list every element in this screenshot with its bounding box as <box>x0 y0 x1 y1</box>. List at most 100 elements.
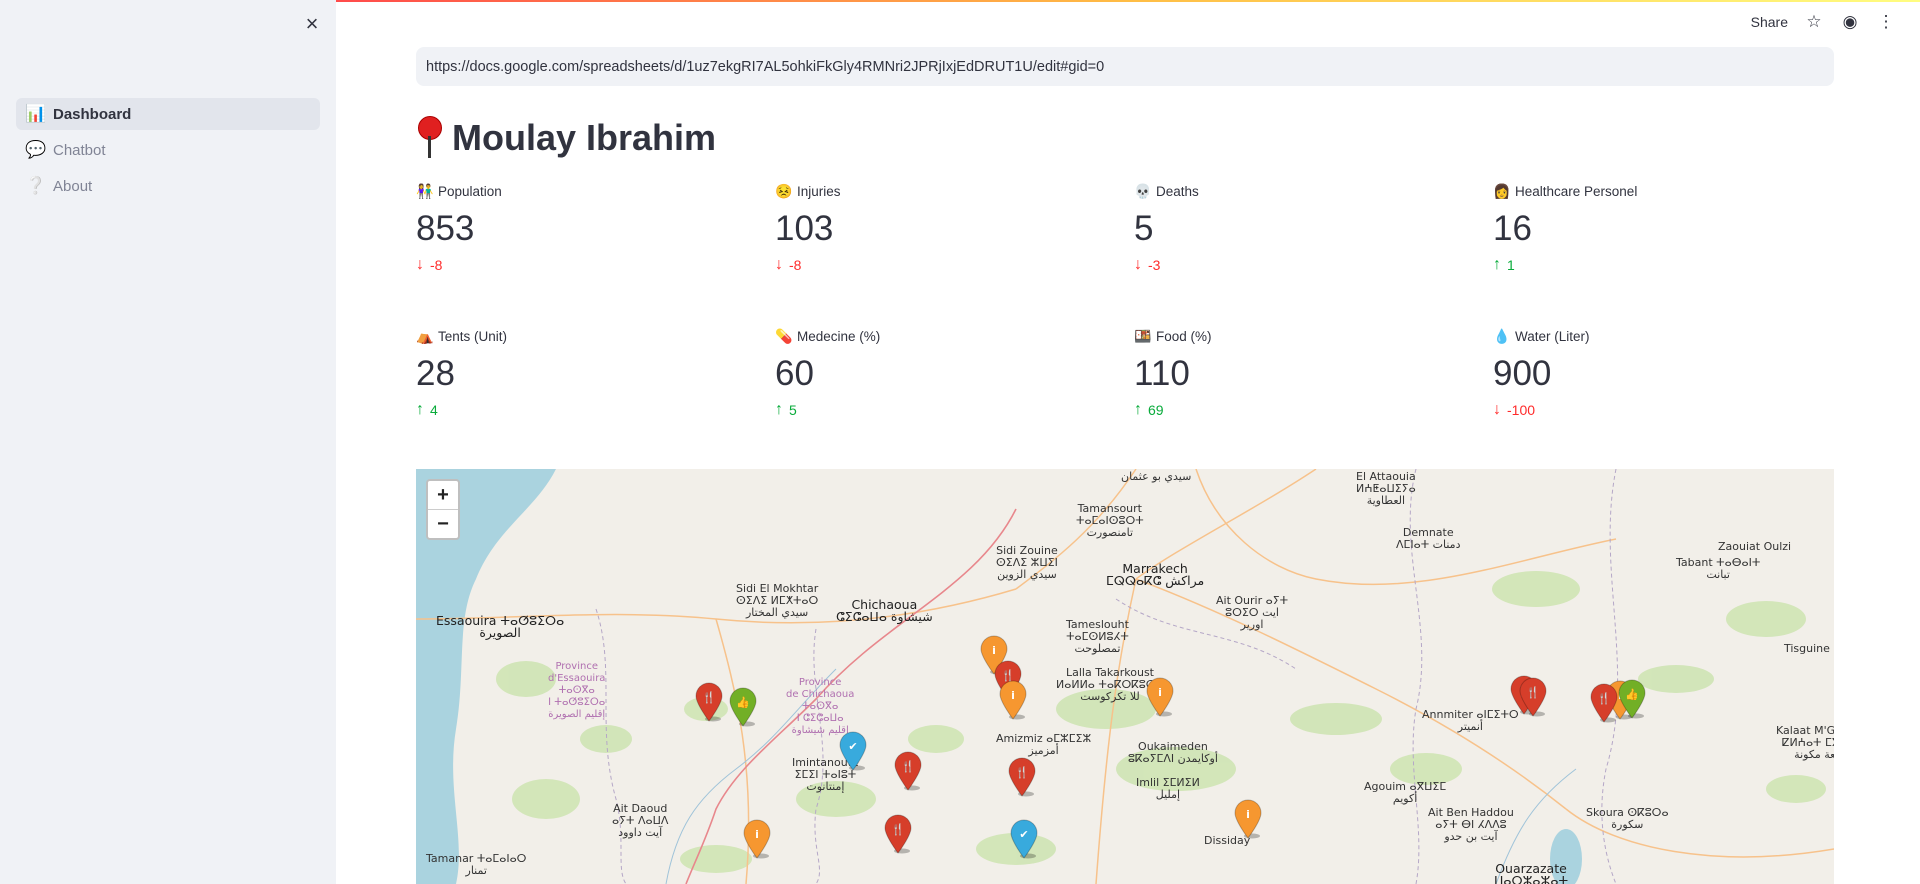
map-marker-orange[interactable]: i <box>742 819 772 859</box>
metric-label: 😣 Injuries <box>775 182 1115 200</box>
metric-emoji-icon: 👫 <box>416 182 434 199</box>
map-marker-red[interactable]: 🍴 <box>1518 677 1548 717</box>
metric-delta-text: 5 <box>789 402 797 418</box>
metric-value: 900 <box>1493 354 1552 393</box>
bar-chart-icon: 📊 <box>25 104 47 123</box>
zoom-in-button[interactable]: + <box>428 481 458 510</box>
map-place-label: Imintanoute ⵉⵎⵉⵏ ⵜⴰⵏⵓⵜ إمنتانوت <box>792 756 859 793</box>
metric-emoji-icon: 😣 <box>775 182 793 199</box>
zoom-out-button[interactable]: − <box>437 513 449 535</box>
map-place-label: Sidi Zouine ⵙⵉⴷⵉ ⵣⵡⵉⵏ سيدي الزوين <box>996 544 1058 581</box>
arrow-down-icon: ↓ <box>1493 401 1501 418</box>
metric-value: 16 <box>1493 209 1532 248</box>
metric-label-text: Medecine (%) <box>797 328 881 344</box>
metric-delta: ↓ -100 <box>1493 401 1833 419</box>
map-place-label: سيدي بو عثمان <box>1121 470 1192 483</box>
sidebar-item-label: Chatbot <box>53 141 106 159</box>
map-marker-red[interactable]: 🍴 <box>1589 683 1619 723</box>
metric-delta: ↑ 69 <box>1134 401 1474 419</box>
metric-delta-text: -100 <box>1507 402 1536 418</box>
metric-value: 110 <box>1134 354 1190 393</box>
map-place-label: Dissiday <box>1204 834 1251 847</box>
question-mark-icon: ❔ <box>25 176 47 195</box>
sidebar-nav: 📊 Dashboard 💬 Chatbot ❔ About <box>16 98 320 206</box>
metric-population: 👫 Population 853 ↓ -8 <box>416 182 756 274</box>
metric-label: 💧 Water (Liter) <box>1493 327 1833 345</box>
map-place-label: Tisguine <box>1784 642 1830 655</box>
info-icon: i <box>992 644 996 657</box>
metric-value: 853 <box>416 209 475 248</box>
map-marker-red[interactable]: 🍴 <box>694 682 724 722</box>
spreadsheet-url-text: https://docs.google.com/spreadsheets/d/1… <box>426 58 1105 75</box>
map-place-label: Imlil ⵉⵎⵍⵉⵍ إمليل <box>1136 776 1200 801</box>
main-menu-icon[interactable]: ⋮ <box>1877 12 1895 31</box>
metric-label-text: Injuries <box>797 183 841 199</box>
map-marker-red[interactable]: 🍴 <box>893 751 923 791</box>
main-road <box>685 508 1017 884</box>
arrow-up-icon: ↑ <box>775 401 783 418</box>
metric-delta-text: 69 <box>1148 402 1164 418</box>
map-marker-green[interactable]: 👍 <box>728 687 758 727</box>
metric-food: 🍱 Food (%) 110 ↑ 69 <box>1134 327 1474 419</box>
metric-emoji-icon: 👩 <box>1493 182 1511 199</box>
metric-delta: ↑ 1 <box>1493 256 1833 274</box>
map-marker-green[interactable]: 👍 <box>1617 679 1647 719</box>
metric-emoji-icon: 🍱 <box>1134 327 1152 344</box>
metric-label-text: Food (%) <box>1156 328 1212 344</box>
sidebar-item-dashboard[interactable]: 📊 Dashboard <box>16 98 320 130</box>
map-place-label: Tamansourt ⵜⴰⵎⴰⵏⵙⵓⵔⵜ تامنصورت <box>1076 502 1144 539</box>
sidebar-item-label: About <box>53 177 93 195</box>
map-place-label: Tabant ⵜⴰⴱⴰⵏⵜ تبانت <box>1676 556 1761 581</box>
metric-label: 🍱 Food (%) <box>1134 327 1474 345</box>
map-marker-orange[interactable]: i <box>1233 799 1263 839</box>
metric-label-text: Tents (Unit) <box>438 328 508 344</box>
map-marker-red[interactable]: 🍴 <box>883 814 913 854</box>
metric-label: ⛺ Tents (Unit) <box>416 327 756 345</box>
map-place-label: Annmiter ⴰⵏⵎⵉⵜⵔ أنميتر <box>1422 708 1519 733</box>
map-place-label: Sidi El Mokhtar ⵙⵉⴷⵉ ⵍⵎⵅⵜⴰⵔ سيدي المختار <box>736 582 819 619</box>
arrow-down-icon: ↓ <box>416 256 424 273</box>
star-icon[interactable]: ☆ <box>1806 12 1822 31</box>
github-icon[interactable]: ◉ <box>1842 12 1858 31</box>
map-marker-blue[interactable]: ✔ <box>1009 819 1039 859</box>
map-place-label: Skoura ⵙⴽⵓⵔⴰ سكورة <box>1586 806 1669 831</box>
map-place-label: Oukaimeden ⵓⴽⴰⵢⵎⴷⵏ أوكايمدن <box>1128 740 1218 765</box>
map-place-label: Marrakech ⵎⵕⵕⴰⴽⵛ مراكش <box>1106 561 1205 588</box>
metric-delta-text: 4 <box>430 402 438 418</box>
metric-label-text: Healthcare Personel <box>1515 183 1638 199</box>
map-marker-red[interactable]: 🍴 <box>1007 757 1037 797</box>
close-sidebar-button[interactable]: × <box>305 11 319 36</box>
ocean-area <box>416 469 556 884</box>
metric-delta-text: -8 <box>430 257 443 273</box>
province-borders <box>595 469 1619 884</box>
spreadsheet-url-field[interactable]: https://docs.google.com/spreadsheets/d/1… <box>416 47 1834 86</box>
metric-delta-text: -3 <box>1148 257 1161 273</box>
metric-medecine: 💊 Medecine (%) 60 ↑ 5 <box>775 327 1115 419</box>
metric-water-liter: 💧 Water (Liter) 900 ↓ -100 <box>1493 327 1833 419</box>
map-marker-blue[interactable]: ✔ <box>838 731 868 771</box>
metric-delta-text: -8 <box>789 257 802 273</box>
metric-delta: ↑ 4 <box>416 401 756 419</box>
metric-value: 103 <box>775 209 834 248</box>
arrow-up-icon: ↑ <box>1134 401 1142 418</box>
metric-label: 💀 Deaths <box>1134 182 1474 200</box>
metric-delta: ↓ -3 <box>1134 256 1474 274</box>
sidebar-item-about[interactable]: ❔ About <box>16 170 320 202</box>
metric-value: 5 <box>1134 209 1154 248</box>
metric-delta-text: 1 <box>1507 257 1515 273</box>
check-icon: ✔ <box>848 740 857 753</box>
share-button[interactable]: Share <box>1750 14 1788 30</box>
arrow-down-icon: ↓ <box>1134 256 1142 273</box>
map-base-layer <box>416 469 1834 884</box>
metric-label: 👫 Population <box>416 182 756 200</box>
metric-injuries: 😣 Injuries 103 ↓ -8 <box>775 182 1115 274</box>
map[interactable]: + − سيدي بو عثمان El Attaouia ⵍⵄⵟⴰⵡⵉⵢⴰ ال… <box>416 469 1834 884</box>
metric-label: 👩 Healthcare Personel <box>1493 182 1833 200</box>
cutlery-icon: 🍴 <box>1001 669 1015 682</box>
map-marker-orange[interactable]: i <box>1145 677 1175 717</box>
map-place-label: Agouim ⴰⴳⵡⵉⵎ أكويم <box>1364 780 1447 805</box>
map-place-label: Tamanar ⵜⴰⵎⴰⵏⴰⵔ تمنار <box>426 852 527 877</box>
sidebar-item-chatbot[interactable]: 💬 Chatbot <box>16 134 320 166</box>
map-marker-orange[interactable]: i <box>998 680 1028 720</box>
cutlery-icon: 🍴 <box>1597 692 1611 705</box>
